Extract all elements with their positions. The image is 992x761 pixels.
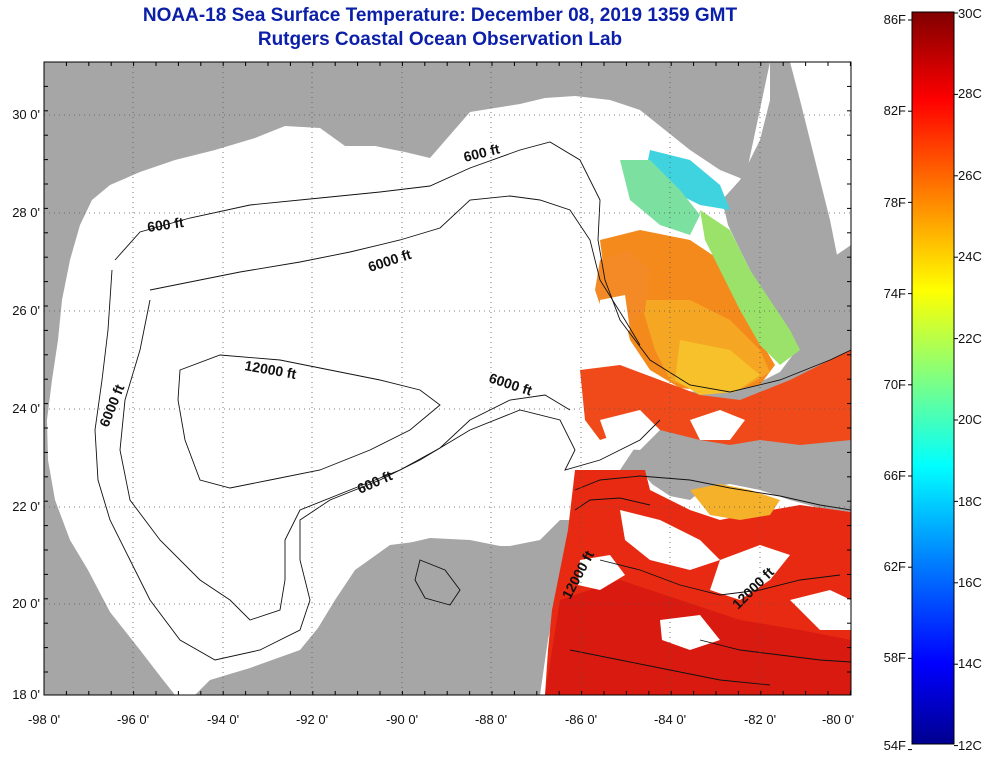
lat-tick-label: 24 0' [12, 401, 40, 416]
colorbar-f-label: 74F [884, 286, 906, 301]
lon-tick-label: -98 0' [28, 712, 60, 727]
lon-tick-label: -94 0' [207, 712, 239, 727]
cuba-land [640, 458, 851, 512]
contour-label: 600 ft [146, 214, 185, 235]
lon-tick-label: -80 0' [822, 712, 854, 727]
colorbar-c-label: 16C [958, 575, 982, 590]
colorbar-c-label: 22C [958, 331, 982, 346]
colorbar-c-label: 26C [958, 168, 982, 183]
sst-field [545, 150, 851, 695]
colorbar-f-label: 86F [884, 12, 906, 27]
colorbar-c-label: 24C [958, 249, 982, 264]
lon-tick-label: -84 0' [654, 712, 686, 727]
colorbar-c-label: 30C [958, 6, 982, 21]
lat-tick-label: 26 0' [12, 303, 40, 318]
colorbar-f-label: 70F [884, 377, 906, 392]
colorbar-f-label: 66F [884, 468, 906, 483]
bathymetry-contours [94, 141, 851, 686]
lon-tick-label: -96 0' [117, 712, 149, 727]
colorbar-f-label: 62F [884, 559, 906, 574]
lat-tick-label: 28 0' [12, 205, 40, 220]
yucatan-land [388, 528, 565, 695]
lat-tick-label: 20 0' [12, 596, 40, 611]
colorbar: 86F 82F 78F 74F 70F 66F 62F 58F 54F 30C … [884, 6, 982, 753]
lon-tick-label: -90 0' [386, 712, 418, 727]
colorbar-f-label: 82F [884, 103, 906, 118]
map-subtitle: Rutgers Coastal Ocean Observation Lab [257, 29, 623, 50]
lon-tick-label: -88 0' [475, 712, 507, 727]
colorbar-c-label: 18C [958, 494, 982, 509]
longitude-axis: -98 0' -96 0' -94 0' -92 0' -90 0' -88 0… [28, 712, 854, 727]
florida-land [722, 62, 851, 356]
lon-tick-label: -82 0' [744, 712, 776, 727]
colorbar-f-label: 54F [884, 738, 906, 753]
colorbar-c-label: 28C [958, 86, 982, 101]
colorbar-c-label: 20C [958, 412, 982, 427]
map-title: NOAA-18 Sea Surface Temperature: Decembe… [142, 5, 738, 26]
lat-tick-label: 18 0' [12, 687, 40, 702]
lat-tick-label: 22 0' [12, 499, 40, 514]
colorbar-c-label: 14C [958, 656, 982, 671]
colorbar-f-label: 78F [884, 195, 906, 210]
latitude-axis: 30 0' 28 0' 26 0' 24 0' 22 0' 20 0' 18 0… [12, 107, 40, 702]
map-ticks [43, 61, 851, 695]
lon-tick-label: -86 0' [565, 712, 597, 727]
map-grid [44, 62, 851, 695]
lon-tick-label: -92 0' [296, 712, 328, 727]
colorbar-f-label: 58F [884, 650, 906, 665]
colorbar-c-label: 12C [958, 738, 982, 753]
colorbar-gradient [911, 11, 955, 745]
lat-tick-label: 30 0' [12, 107, 40, 122]
